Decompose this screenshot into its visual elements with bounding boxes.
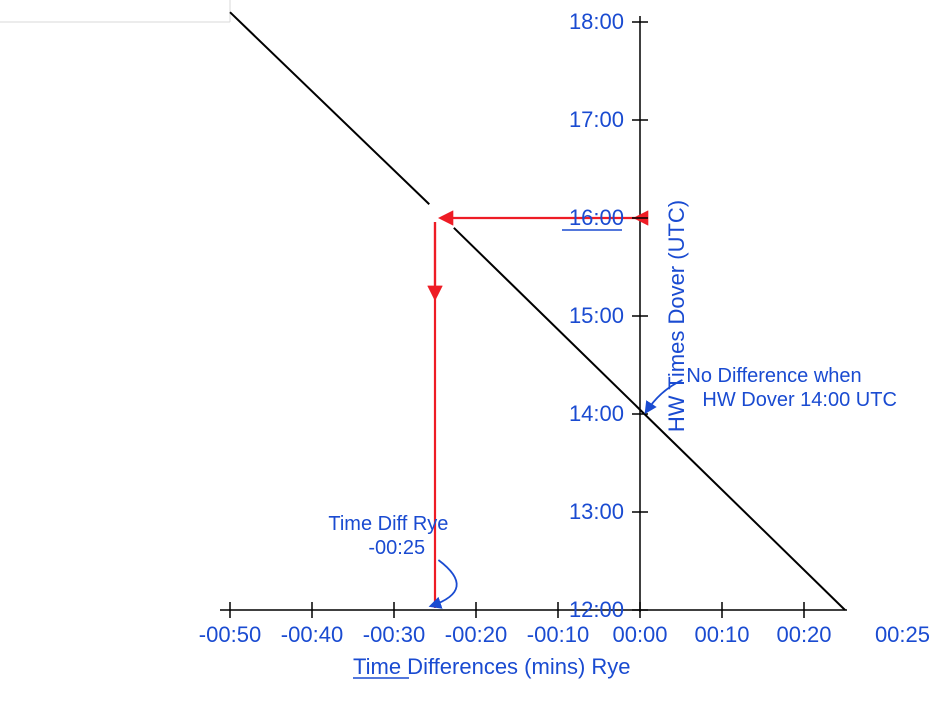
y-tick-label: 13:00 (569, 499, 624, 524)
x-tick-label: -00:30 (363, 622, 425, 647)
y-tick-label: 18:00 (569, 9, 624, 34)
y-tick-label: 14:00 (569, 401, 624, 426)
svg-text:HW Dover 14:00 UTC: HW Dover 14:00 UTC (702, 389, 897, 411)
tidal-chart: -00:50 -00:40 -00:30 -00:20 -00:10 00:00 00:10… (0, 0, 952, 708)
x-tick-label: 00:25 (875, 622, 930, 647)
x-tick-label: -00:40 (281, 622, 343, 647)
x-tick-label: 00:20 (776, 622, 831, 647)
x-tick-label: -00:10 (527, 622, 589, 647)
annotation-nodiff: No Difference when (686, 365, 861, 387)
y-axis-title: HW Times Dover (UTC) (664, 200, 689, 432)
y-tick-label: 12:00 (569, 597, 624, 622)
x-tick-label: -00:20 (445, 622, 507, 647)
x-tick-label: 00:10 (694, 622, 749, 647)
x-tick-label: -00:50 (199, 622, 261, 647)
y-tick-label: 17:00 (569, 107, 624, 132)
y-tick-label: 16:00 (569, 205, 624, 230)
annotation-rye: Time Diff Rye (328, 513, 448, 535)
x-axis-title: Time Differences (mins) Rye (353, 654, 631, 679)
x-tick-label: 00:00 (612, 622, 667, 647)
svg-text:-00:25: -00:25 (368, 537, 425, 559)
trend-line (230, 12, 429, 204)
y-tick-label: 15:00 (569, 303, 624, 328)
